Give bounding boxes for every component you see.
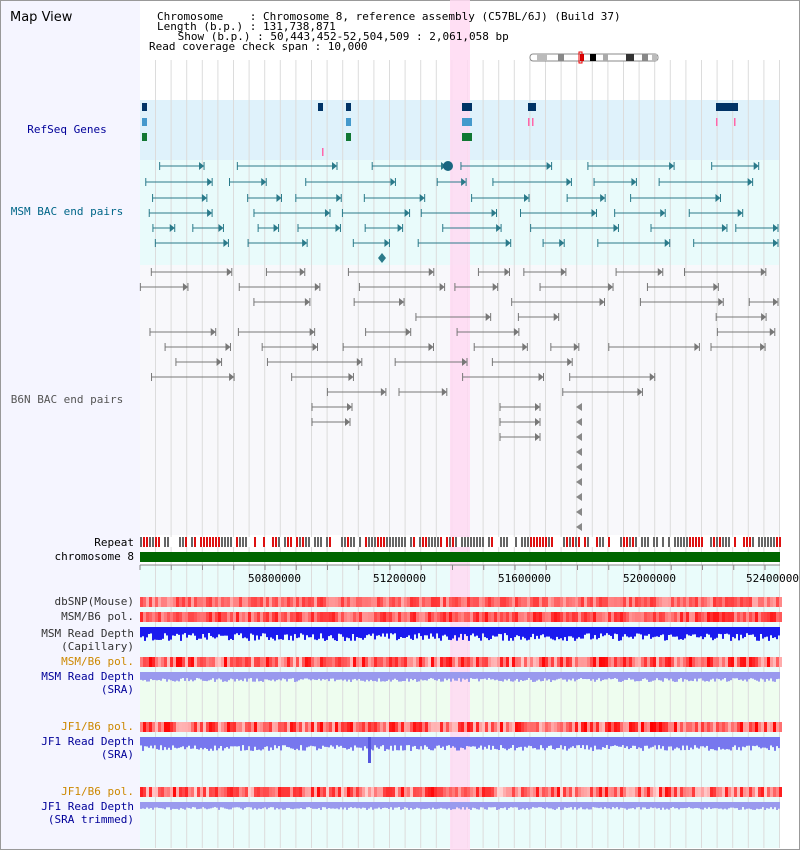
chromosome-bar xyxy=(140,552,780,562)
track-label-b6n-bac[interactable]: B6N BAC end pairs xyxy=(10,393,124,406)
header-read-coverage: Read coverage check span : 10,000 xyxy=(149,40,368,53)
track-label-msm-read-depth-capillary: MSM Read Depth xyxy=(41,627,134,640)
track-label-msm-read-depth-sra: MSM Read Depth xyxy=(41,670,134,683)
track-label-jf1-b6-pol-1: JF1/B6 pol. xyxy=(61,720,134,733)
track-label-chromosome: chromosome 8 xyxy=(54,550,134,563)
header-chromosome: Chromosome : Chromosome 8, reference ass… xyxy=(157,10,621,23)
axis-tick-label: 51600000 xyxy=(498,572,551,585)
track-label-jf1-b6-pol-2: JF1/B6 pol. xyxy=(61,785,134,798)
track-label-repeat: Repeat xyxy=(94,536,134,549)
track-label-msm-bac[interactable]: MSM BAC end pairs xyxy=(10,205,124,218)
axis-tick-label: 50800000 xyxy=(248,572,301,585)
msm-bac-marker xyxy=(443,161,453,171)
page-title: Map View xyxy=(10,10,73,25)
track-label-refseq-genes[interactable]: RefSeq Genes xyxy=(27,123,107,136)
axis-tick-label: 52000000 xyxy=(623,572,676,585)
track-label-dbsnp: dbSNP(Mouse) xyxy=(54,595,134,608)
axis-tick-label: 52400000 xyxy=(746,572,799,585)
label-column xyxy=(1,1,140,849)
track-label-jf1-read-depth-trimmed-sub: (SRA trimmed) xyxy=(47,813,134,826)
track-label-msm-b6-pol-2: MSM/B6 pol. xyxy=(61,655,134,668)
track-label-msm-read-depth-capillary-sub: (Capillary) xyxy=(61,640,134,653)
header-show: Show (b.p.) : 50,443,452-52,504,509 : 2,… xyxy=(171,30,509,43)
track-label-msm-b6-pol-1: MSM/B6 pol. xyxy=(61,610,134,623)
axis-tick-label: 51200000 xyxy=(373,572,426,585)
track-label-jf1-read-depth-trimmed: JF1 Read Depth xyxy=(41,800,134,813)
track-label-msm-read-depth-sra-sub: (SRA) xyxy=(100,683,134,696)
track-label-jf1-read-depth-sra-sub: (SRA) xyxy=(100,748,134,761)
track-label-jf1-read-depth-sra: JF1 Read Depth xyxy=(41,735,134,748)
header-length: Length (b.p.) : 131,738,871 xyxy=(157,20,336,33)
